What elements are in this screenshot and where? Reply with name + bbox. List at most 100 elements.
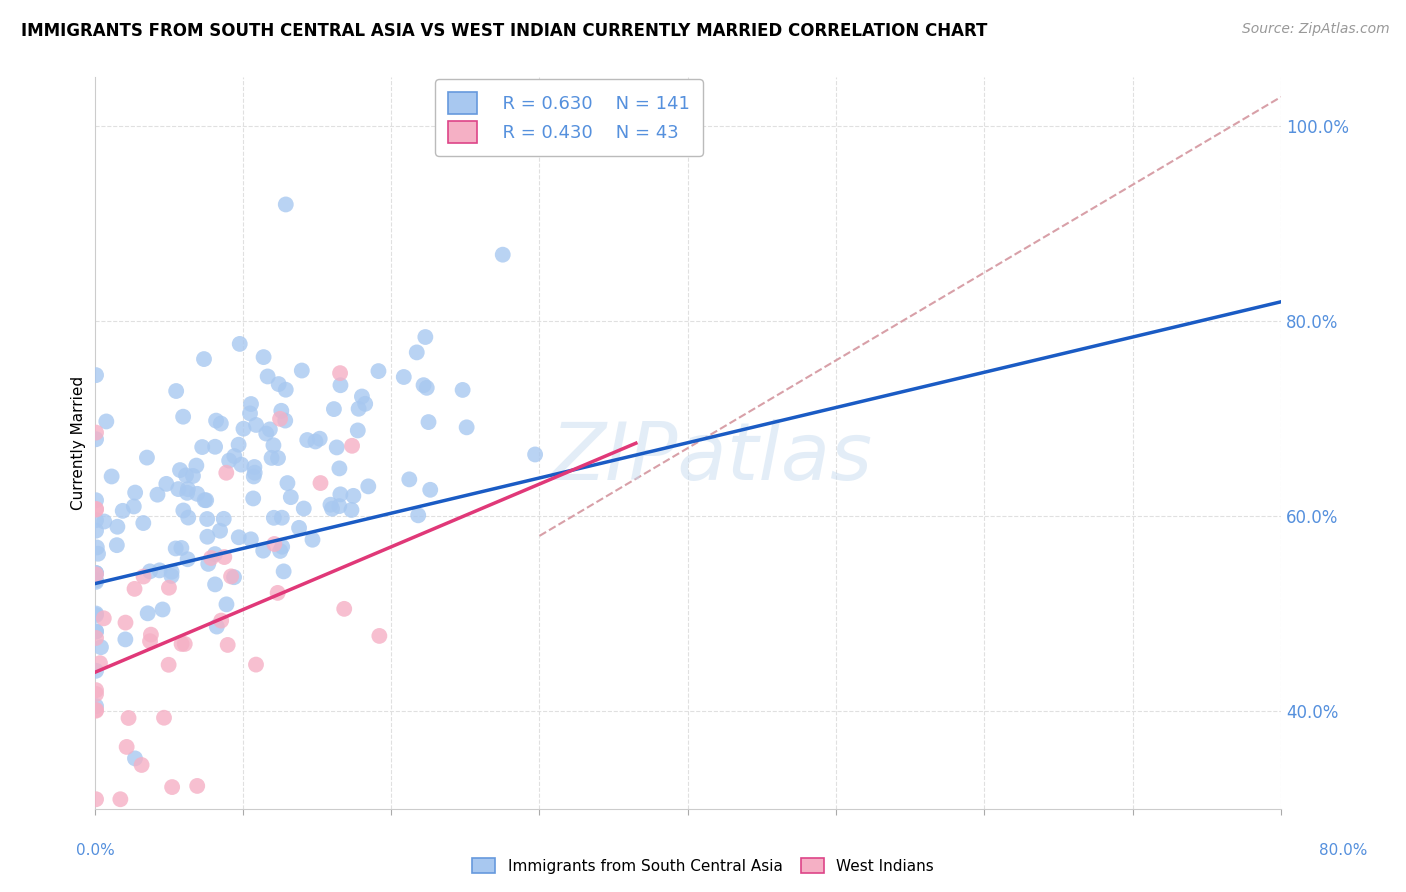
Point — [84, 425, 107, 440]
Point — [270, 404, 292, 418]
Point — [262, 438, 284, 452]
Point — [124, 485, 146, 500]
Point — [170, 541, 193, 555]
Point — [139, 565, 162, 579]
Point — [84, 607, 107, 621]
Point — [84, 704, 107, 718]
Point — [245, 417, 267, 432]
Point — [418, 415, 440, 429]
Point — [84, 566, 107, 581]
Point — [322, 402, 344, 417]
Point — [167, 482, 190, 496]
Point — [274, 383, 297, 397]
Point — [191, 440, 214, 454]
Point — [114, 632, 136, 647]
Point — [195, 512, 218, 526]
Point — [155, 476, 177, 491]
Point — [405, 345, 427, 359]
Point — [215, 466, 238, 480]
Point — [84, 502, 107, 516]
Text: Source: ZipAtlas.com: Source: ZipAtlas.com — [1241, 22, 1389, 37]
Point — [273, 565, 295, 579]
Point — [325, 441, 347, 455]
Point — [204, 547, 226, 561]
Point — [263, 510, 285, 524]
Point — [297, 433, 319, 447]
Point — [419, 483, 441, 497]
Point — [240, 397, 263, 411]
Point — [291, 363, 314, 377]
Point — [416, 381, 439, 395]
Point — [160, 780, 183, 794]
Point — [228, 530, 250, 544]
Point — [288, 521, 311, 535]
Point — [269, 412, 291, 426]
Point — [153, 711, 176, 725]
Point — [239, 533, 262, 547]
Point — [329, 378, 352, 392]
Point — [280, 490, 302, 504]
Text: 0.0%: 0.0% — [76, 843, 115, 858]
Point — [301, 533, 323, 547]
Point — [209, 524, 232, 538]
Point — [350, 390, 373, 404]
Point — [84, 624, 107, 639]
Point — [232, 422, 254, 436]
Point — [214, 550, 236, 565]
Point — [263, 537, 285, 551]
Point — [204, 577, 226, 591]
Point — [231, 458, 253, 472]
Point — [415, 330, 437, 344]
Point — [172, 409, 194, 424]
Point — [224, 449, 246, 463]
Text: IMMIGRANTS FROM SOUTH CENTRAL ASIA VS WEST INDIAN CURRENTLY MARRIED CORRELATION : IMMIGRANTS FROM SOUTH CENTRAL ASIA VS WE… — [21, 22, 987, 40]
Point — [124, 751, 146, 765]
Y-axis label: Currently Married: Currently Married — [72, 376, 86, 510]
Point — [110, 792, 132, 806]
Point — [347, 401, 370, 416]
Point — [84, 687, 107, 701]
Point — [212, 512, 235, 526]
Point — [259, 422, 281, 436]
Point — [105, 520, 128, 534]
Point — [146, 488, 169, 502]
Point — [222, 570, 245, 584]
Point — [176, 552, 198, 566]
Point — [84, 567, 107, 582]
Point — [165, 541, 187, 556]
Point — [157, 581, 180, 595]
Point — [242, 491, 264, 506]
Point — [269, 544, 291, 558]
Point — [124, 582, 146, 596]
Point — [84, 683, 107, 698]
Point — [274, 414, 297, 428]
Point — [340, 439, 363, 453]
Point — [84, 664, 107, 678]
Point — [267, 450, 290, 465]
Point — [197, 557, 219, 571]
Point — [84, 524, 107, 538]
Point — [172, 503, 194, 517]
Point — [84, 624, 107, 639]
Point — [256, 369, 278, 384]
Point — [406, 508, 429, 523]
Point — [84, 699, 107, 714]
Point — [200, 551, 222, 566]
Point — [170, 637, 193, 651]
Point — [304, 434, 326, 449]
Point — [205, 414, 228, 428]
Point — [197, 530, 219, 544]
Point — [117, 711, 139, 725]
Point — [139, 628, 162, 642]
Point — [84, 493, 107, 508]
Point — [204, 440, 226, 454]
Point — [321, 501, 343, 516]
Point — [165, 384, 187, 398]
Point — [90, 640, 112, 655]
Point — [354, 397, 377, 411]
Point — [160, 569, 183, 583]
Point — [270, 510, 292, 524]
Point — [84, 703, 107, 717]
Point — [309, 476, 332, 491]
Point — [243, 460, 266, 475]
